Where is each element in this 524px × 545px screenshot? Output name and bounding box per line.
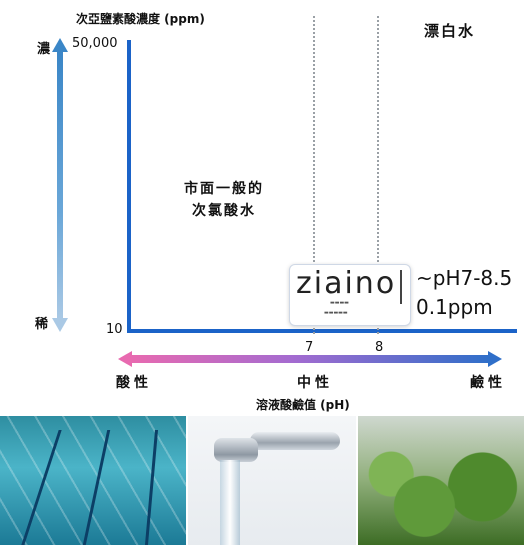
market-label-line1: 市面一般的 (184, 181, 264, 197)
acid-label: 酸性 (116, 375, 152, 391)
sparse-label: 稀 (35, 317, 49, 332)
chart-area (0, 0, 524, 410)
faucet-pipe (250, 432, 340, 450)
x-tick-7: 7 (305, 340, 314, 355)
bleach-label: 漂白水 (424, 22, 476, 40)
water-stream (220, 460, 240, 545)
dense-label: 濃 (37, 42, 51, 57)
ph7-guide-line (313, 16, 315, 334)
x-tick-8: 8 (375, 340, 384, 355)
vegetables-photo (358, 416, 524, 545)
arrow-right-icon (488, 351, 502, 367)
y-axis-title: 次亞鹽素酸濃度 (ppm) (76, 12, 205, 26)
ziaino-logo-box (289, 264, 411, 326)
y-axis-line (127, 40, 131, 332)
ph8-guide-line (377, 16, 379, 334)
product-concentration: 0.1ppm (416, 295, 493, 319)
alkaline-label: 鹼性 (470, 375, 506, 391)
arrow-left-icon (118, 351, 132, 367)
ph-gradient-arrow (130, 355, 490, 363)
x-axis-line (127, 329, 517, 333)
logo-subtext-mark: ▬▬▬▬ (330, 300, 349, 306)
concentration-arrow-down-icon (52, 318, 68, 332)
neutral-label: 中性 (297, 375, 333, 391)
concentration-arrow-shaft (57, 50, 63, 320)
ziaino-logo-text: ziaino (296, 266, 397, 301)
product-ph-range: ~pH7-8.5 (416, 266, 513, 290)
concentration-arrow-up-icon (52, 38, 68, 52)
faucet-nozzle (214, 438, 258, 462)
market-label-line2: 次氯酸水 (192, 203, 256, 219)
market-hypochlorous-label: 市面一般的 次氯酸水 (164, 178, 284, 222)
y-axis-max-label: 50,000 (72, 36, 118, 51)
y-axis-min-label: 10 (106, 322, 123, 337)
logo-subtext-mark-2: ▬▬▬▬▬ (324, 310, 348, 316)
x-axis-title: 溶液酸鹼值 (pH) (256, 398, 350, 412)
logo-divider (400, 270, 402, 304)
